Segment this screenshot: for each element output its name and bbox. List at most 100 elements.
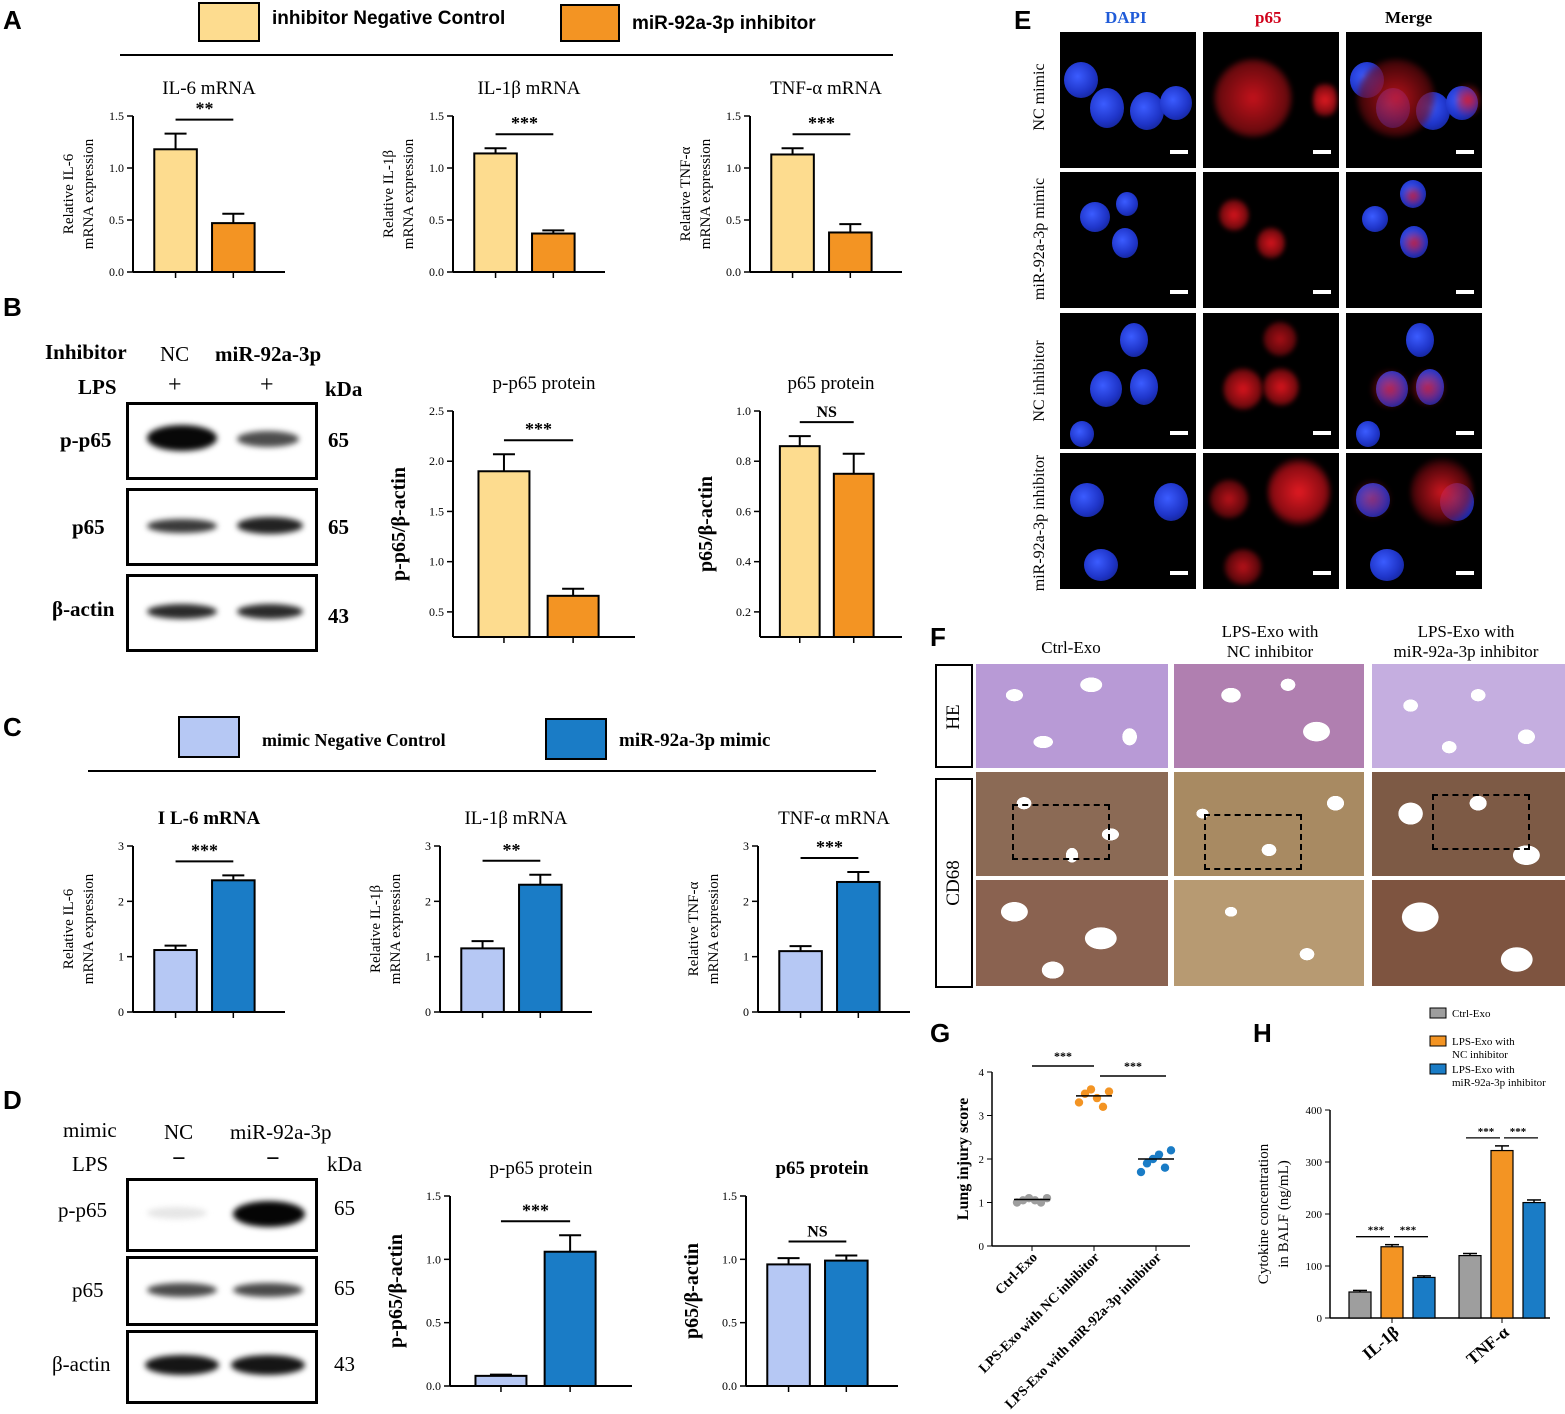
y-tick-label: 0.5 [429, 605, 444, 619]
histology-cd68-zoom-ctrl [976, 880, 1168, 986]
y-axis-label: mRNA expression [388, 873, 404, 984]
micrograph-merge-nc-inhibitor [1346, 313, 1482, 449]
bar [211, 879, 256, 1013]
significance-label: *** [522, 1200, 549, 1220]
x-tick-label: TNF-α [1463, 1322, 1513, 1368]
chart-c-il1b: IL-1β mRNA 0 1 2 3 Relative IL-1β mRNA express… [368, 808, 592, 1019]
blot-d-exp-label: miR-92a-3p [230, 1120, 332, 1144]
data-point [1042, 1193, 1052, 1203]
data-point [1154, 1150, 1164, 1159]
panel-label-a: A [3, 5, 22, 35]
y-tick-label: 400 [1306, 1105, 1323, 1117]
blot-b-lps-label: LPS [78, 375, 117, 399]
y-axis-label: p65/β-actin [681, 1243, 703, 1339]
chart-title: IL-1β mRNA [464, 808, 567, 829]
y-tick-label: 0 [979, 1241, 985, 1253]
bar [1348, 1291, 1372, 1319]
panel-label-d: D [3, 1085, 22, 1115]
legend-swatch-mir-mimic [545, 718, 607, 760]
micrograph-merge-mir-mimic [1346, 172, 1482, 308]
y-tick-label: 0.0 [426, 1379, 441, 1393]
blot-b-kda-header: kDa [325, 377, 363, 401]
panel-f-col-lps-mir-line1: LPS-Exo with [1417, 622, 1515, 641]
chart-title: IL-1β mRNA [477, 78, 580, 99]
panel-f-col-lps-nc-line1: LPS-Exo with [1221, 622, 1319, 641]
legend-swatch [1429, 1035, 1447, 1047]
y-tick-label: 2.0 [429, 454, 444, 468]
chart-c-il6: I L-6 mRNA 0 1 2 3 Relative IL-6 mRNA expressi… [61, 808, 285, 1019]
y-tick-label: 1.0 [109, 161, 124, 175]
y-axis-label: mRNA expression [401, 138, 417, 249]
significance-label: *** [1368, 1225, 1385, 1237]
histology-he-lps-nc [1174, 664, 1364, 768]
significance-label: *** [511, 113, 538, 133]
bar [531, 232, 576, 274]
y-tick-label: 200 [1306, 1209, 1323, 1221]
blot-b-pp65 [126, 402, 318, 480]
y-tick-label: 0 [743, 1005, 749, 1019]
blot-d-p65 [126, 1256, 318, 1326]
blot-d-nc-label: NC [164, 1120, 194, 1144]
blot-b-row-label-p65: p65 [72, 515, 105, 539]
bar [153, 148, 198, 273]
histology-he-ctrl [976, 664, 1168, 768]
micrograph-merge-mir-inhibitor [1346, 453, 1482, 589]
y-axis-label: Relative IL-6 [61, 888, 77, 969]
bar [211, 222, 256, 273]
bar [832, 472, 875, 639]
y-tick-label: 100 [1306, 1261, 1323, 1273]
significance-label: *** [808, 113, 835, 133]
blot-b-treatment-label: Inhibitor [45, 340, 127, 364]
x-tick-label: IL-1β [1359, 1322, 1403, 1363]
y-tick-label: 1.5 [429, 109, 444, 123]
blot-d-treatment-label: mimic [63, 1118, 117, 1142]
blot-b-p65 [126, 488, 318, 566]
legend-label-mimic-nc: mimic Negative Control [262, 730, 446, 750]
significance-label: *** [1478, 1126, 1495, 1138]
blot-d-lps-nc: − [172, 1146, 186, 1172]
blot-d-row-label-pp65: p-p65 [58, 1198, 107, 1222]
panel-e-row-mir-mimic: miR-92a-3p mimic [1031, 177, 1048, 301]
chart-a-il1b: IL-1β mRNA 0.0 0.5 1.0 1.5 Relative IL-1β mRNA… [381, 78, 605, 279]
y-tick-label: 0.5 [726, 213, 741, 227]
significance-label: ** [502, 840, 520, 860]
panel-e-row-mir-inhibitor: miR-92a-3p inhibitor [1031, 454, 1048, 592]
blot-b-lps-nc: + [168, 372, 182, 398]
y-tick-label: 2 [118, 894, 124, 908]
chart-title: IL-6 mRNA [162, 78, 256, 99]
significance-label: *** [1510, 1126, 1527, 1138]
y-tick-label: 1.0 [722, 1252, 737, 1266]
blot-b-exp-label: miR-92a-3p [215, 342, 322, 366]
y-tick-label: 0.5 [426, 1316, 441, 1330]
data-point [1166, 1146, 1176, 1155]
panel-e-col-p65: p65 [1255, 8, 1282, 27]
chart-title: p-p65 protein [490, 1158, 593, 1179]
panel-f-col-lps-mir-line2: miR-92a-3p inhibitor [1393, 642, 1539, 661]
y-tick-label: 0.5 [109, 213, 124, 227]
blot-b-kda-pp65: 65 [328, 428, 349, 452]
y-tick-label: 0.4 [736, 555, 751, 569]
blot-d-kda-actin: 43 [334, 1352, 355, 1376]
legend-swatch-mir-inhibitor [560, 4, 620, 42]
y-tick-label: 0.0 [722, 1379, 737, 1393]
y-tick-label: 0.2 [736, 605, 751, 619]
blot-d-pp65 [126, 1178, 318, 1252]
bar [474, 1374, 528, 1388]
y-axis-label: Relative IL-1β [368, 885, 384, 973]
blot-d-row-label-p65: p65 [72, 1278, 104, 1302]
panel-f-row-cd68-box: CD68 [935, 778, 973, 988]
bar [828, 231, 873, 273]
y-tick-label: 3 [979, 1111, 985, 1123]
y-tick-label: 2 [979, 1154, 985, 1166]
bar [1380, 1246, 1404, 1319]
y-tick-label: 3 [118, 839, 124, 853]
y-tick-label: 1.0 [429, 555, 444, 569]
y-tick-label: 300 [1306, 1157, 1323, 1169]
y-tick-label: 1 [743, 950, 749, 964]
y-tick-label: 1.0 [426, 1252, 441, 1266]
y-axis-label: mRNA expression [81, 138, 97, 249]
panel-f-row-cd68: CD68 [943, 860, 964, 906]
bar [836, 880, 881, 1014]
legend-label: LPS-Exo with [1452, 1064, 1515, 1076]
micrograph-merge-nc-mimic [1346, 32, 1482, 168]
